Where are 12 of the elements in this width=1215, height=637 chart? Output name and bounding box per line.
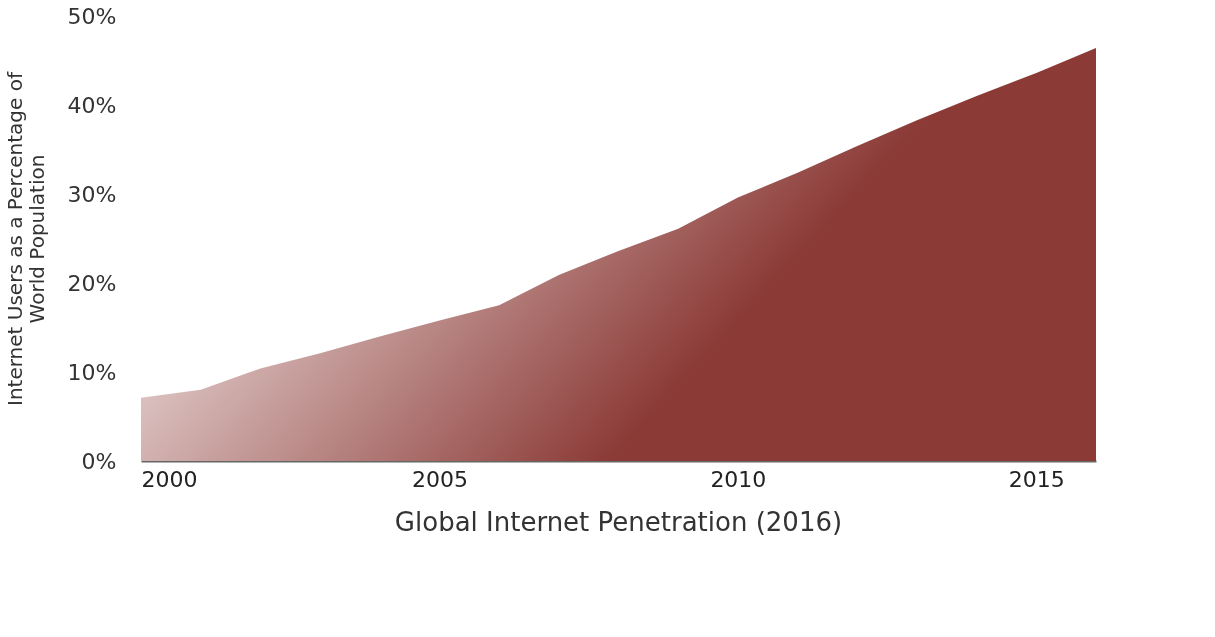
x-tick-label: 2000 [141, 466, 198, 492]
text: Global Internet Penetration (2016) [394, 507, 843, 537]
y-tick-label: 30% [67, 181, 117, 207]
y-axis-title: Internet Users as a Percentage of World Population [2, 71, 49, 406]
y-tick-label: 0% [81, 448, 117, 474]
y-tick-label: 40% [67, 92, 117, 118]
y-tick-label: 50% [67, 3, 117, 29]
x-tick-label: 2015 [1008, 466, 1065, 492]
x-tick-label: 2010 [710, 466, 767, 492]
y-tick-label: 10% [67, 359, 117, 385]
x-tick-label: 2005 [411, 466, 468, 492]
y-tick-label: 20% [67, 270, 117, 296]
